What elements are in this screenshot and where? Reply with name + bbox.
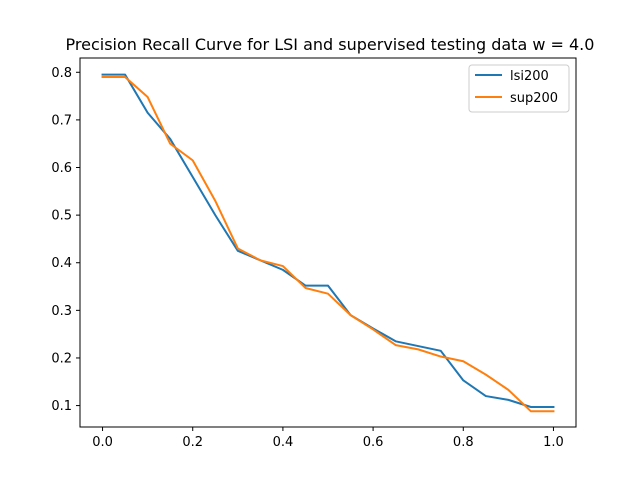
chart-title: Precision Recall Curve for LSI and super… — [66, 35, 595, 54]
series-line-lsi200 — [101, 73, 555, 408]
legend-box — [468, 64, 570, 113]
legend-label-lsi200: lsi200 — [510, 69, 549, 84]
y-tick-label: 0.4 — [51, 256, 72, 271]
legend-label-sup200: sup200 — [510, 91, 558, 106]
plot-area — [101, 73, 555, 413]
y-tick-label: 0.7 — [51, 113, 72, 128]
axes-frame — [79, 57, 577, 428]
y-tick-label: 0.8 — [51, 66, 72, 81]
y-tick-label: 0.2 — [51, 351, 72, 366]
y-tick-label: 0.3 — [51, 304, 72, 319]
x-tick-label: 1.0 — [543, 435, 564, 450]
x-tick-label: 0.0 — [92, 435, 113, 450]
x-tick-label: 0.4 — [273, 435, 294, 450]
x-tick-label: 0.8 — [453, 435, 474, 450]
x-tick-label: 0.2 — [182, 435, 203, 450]
y-tick-label: 0.1 — [51, 399, 72, 414]
legend: lsi200 sup200 — [468, 64, 570, 113]
axes: 0.0 0.2 0.4 0.6 0.8 1.0 0.1 0.2 0.3 0.4 0.5 0.6 0.7 0… — [51, 57, 577, 450]
y-tick-label: 0.6 — [51, 161, 72, 176]
series-line-sup200 — [101, 76, 555, 413]
x-tick-label: 0.6 — [363, 435, 384, 450]
y-tick-label: 0.5 — [51, 209, 72, 224]
